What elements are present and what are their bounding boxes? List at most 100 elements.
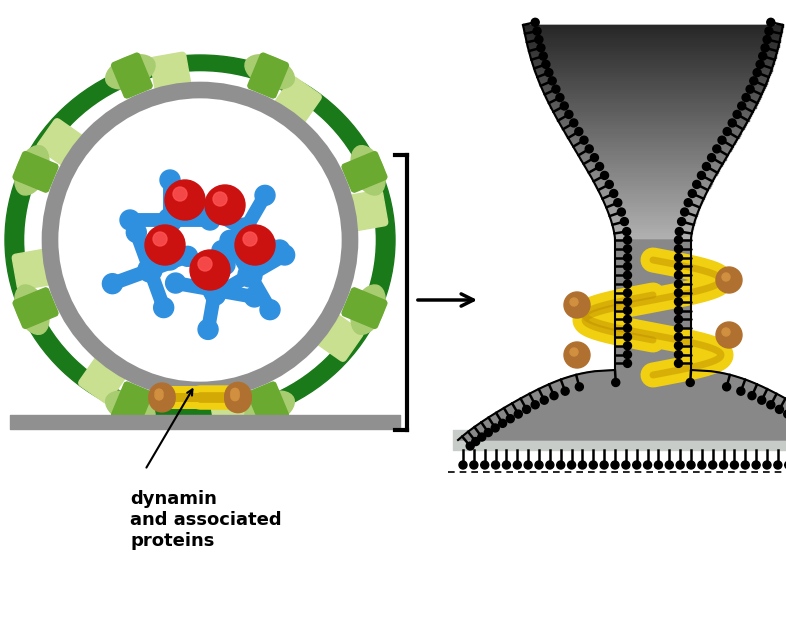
Circle shape (570, 348, 578, 356)
Circle shape (215, 255, 235, 275)
Circle shape (149, 383, 175, 409)
Circle shape (220, 231, 240, 250)
FancyBboxPatch shape (37, 119, 97, 175)
Ellipse shape (245, 55, 294, 89)
Circle shape (644, 461, 652, 469)
Circle shape (235, 225, 275, 265)
Circle shape (713, 145, 721, 153)
Circle shape (502, 461, 510, 469)
Circle shape (742, 94, 750, 102)
Circle shape (620, 218, 628, 226)
Circle shape (674, 262, 682, 270)
Circle shape (623, 350, 631, 358)
Circle shape (736, 388, 745, 395)
Circle shape (243, 232, 257, 246)
Circle shape (470, 461, 478, 469)
Circle shape (674, 360, 682, 368)
Ellipse shape (105, 55, 155, 89)
Circle shape (198, 319, 218, 339)
Ellipse shape (5, 55, 395, 425)
Circle shape (542, 60, 550, 68)
Circle shape (761, 44, 769, 52)
Circle shape (540, 396, 549, 404)
FancyBboxPatch shape (303, 304, 363, 361)
Circle shape (674, 333, 682, 341)
Circle shape (545, 69, 553, 77)
Circle shape (718, 136, 726, 144)
Circle shape (623, 272, 631, 279)
Circle shape (674, 289, 682, 297)
Circle shape (514, 410, 523, 418)
FancyBboxPatch shape (332, 190, 387, 234)
Ellipse shape (105, 391, 155, 425)
Circle shape (678, 218, 685, 226)
Circle shape (459, 461, 467, 469)
Circle shape (674, 245, 682, 253)
Circle shape (158, 208, 182, 232)
Circle shape (561, 388, 569, 395)
Circle shape (231, 392, 239, 401)
Circle shape (586, 145, 593, 153)
Circle shape (763, 35, 771, 43)
Circle shape (674, 342, 682, 350)
Circle shape (244, 287, 264, 307)
Circle shape (233, 218, 257, 242)
Circle shape (478, 433, 486, 441)
Circle shape (225, 383, 251, 409)
Circle shape (531, 401, 539, 409)
Circle shape (674, 316, 682, 323)
Circle shape (481, 461, 489, 469)
Circle shape (548, 77, 556, 85)
Circle shape (200, 200, 220, 220)
FancyBboxPatch shape (342, 288, 387, 329)
Circle shape (633, 461, 641, 469)
Circle shape (513, 461, 521, 469)
Circle shape (687, 461, 695, 469)
Circle shape (623, 245, 631, 253)
Circle shape (623, 298, 631, 306)
Circle shape (552, 85, 560, 93)
Circle shape (685, 198, 692, 206)
Circle shape (533, 27, 541, 35)
Circle shape (676, 461, 684, 469)
Circle shape (665, 461, 674, 469)
Circle shape (722, 383, 731, 391)
Circle shape (767, 19, 775, 26)
Circle shape (605, 180, 613, 188)
Circle shape (674, 272, 682, 279)
Circle shape (212, 241, 232, 260)
Circle shape (205, 285, 226, 305)
Text: dynamin
and associated
proteins: dynamin and associated proteins (130, 490, 281, 549)
Circle shape (623, 342, 631, 350)
Circle shape (590, 154, 598, 162)
Circle shape (590, 461, 597, 469)
FancyBboxPatch shape (112, 53, 152, 98)
FancyBboxPatch shape (265, 77, 321, 138)
Circle shape (723, 128, 731, 136)
Circle shape (155, 389, 163, 397)
Circle shape (149, 386, 175, 412)
FancyBboxPatch shape (150, 52, 193, 108)
Circle shape (50, 90, 350, 390)
Circle shape (623, 228, 630, 236)
FancyBboxPatch shape (248, 382, 288, 427)
Circle shape (564, 342, 590, 368)
Circle shape (601, 171, 608, 179)
Circle shape (200, 210, 220, 230)
Circle shape (570, 119, 578, 127)
FancyBboxPatch shape (248, 53, 288, 98)
Circle shape (716, 322, 742, 348)
Circle shape (623, 324, 631, 332)
Circle shape (733, 110, 741, 118)
FancyBboxPatch shape (112, 382, 152, 427)
Circle shape (674, 254, 682, 262)
Circle shape (623, 280, 631, 288)
Circle shape (138, 258, 162, 282)
Circle shape (709, 461, 717, 469)
Ellipse shape (351, 146, 385, 195)
Circle shape (623, 360, 631, 368)
Circle shape (623, 236, 631, 244)
Circle shape (707, 154, 715, 162)
Circle shape (738, 102, 746, 110)
Circle shape (225, 387, 251, 413)
